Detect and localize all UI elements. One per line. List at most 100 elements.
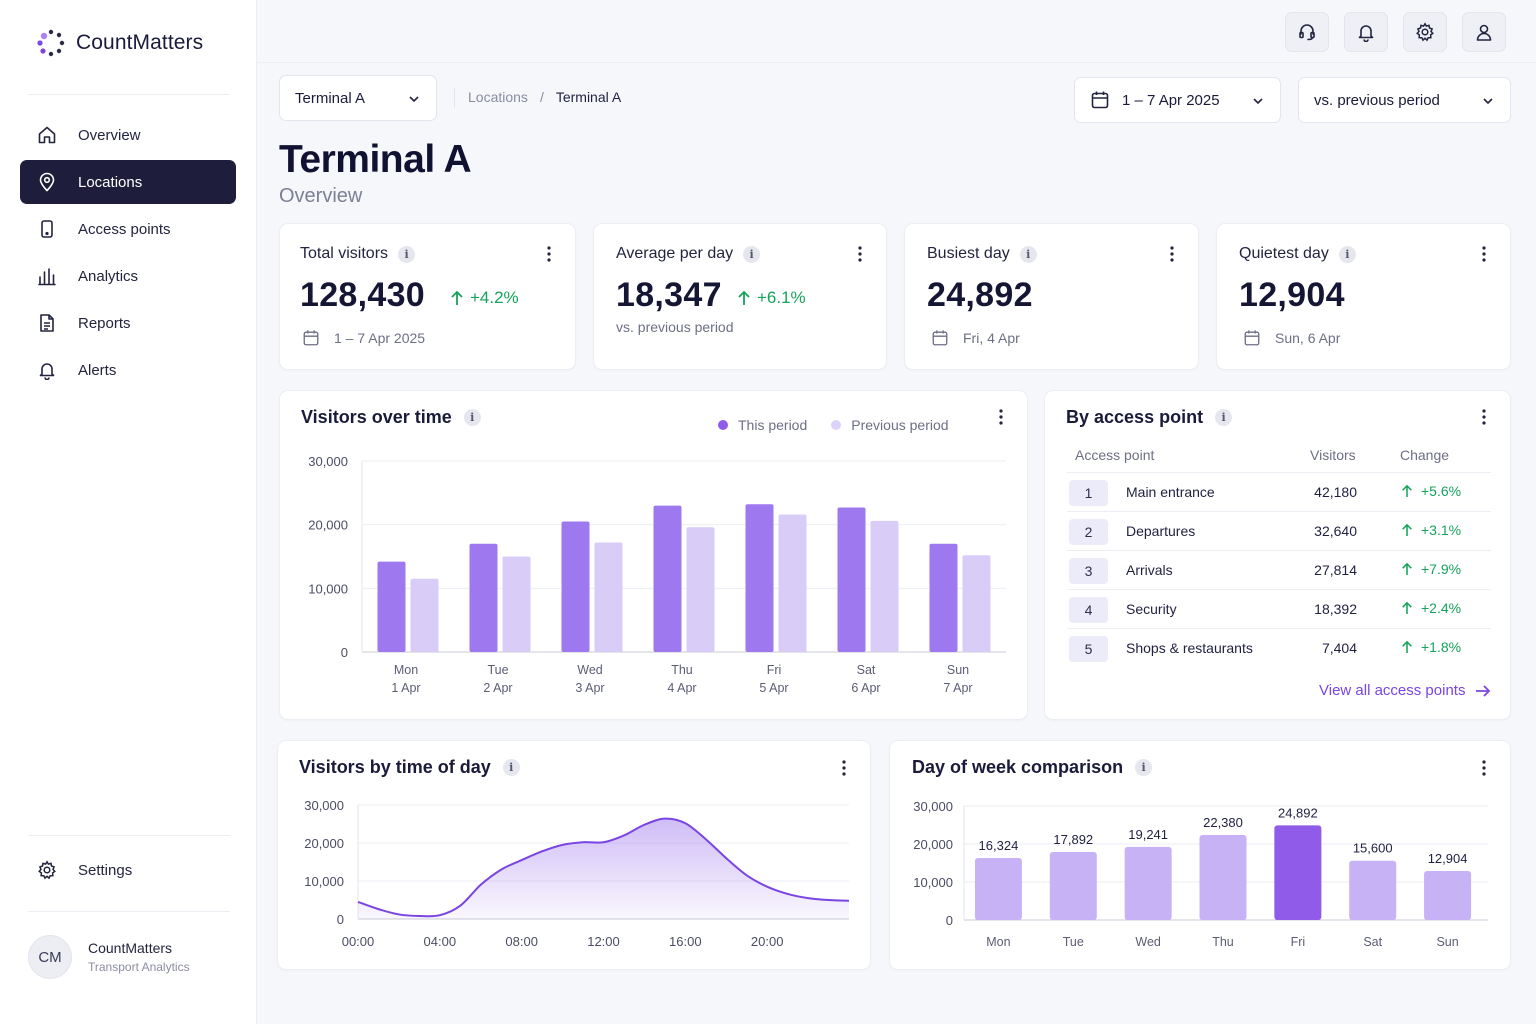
y-tick-label: 30,000: [308, 454, 348, 469]
bar: [1424, 870, 1472, 920]
sidebar-item-settings[interactable]: Settings: [20, 848, 236, 892]
x-tick-label: Sun: [1436, 935, 1458, 949]
column-header-change[interactable]: Change: [1400, 447, 1450, 463]
headset-icon: [1297, 22, 1317, 42]
info-icon[interactable]: i: [502, 759, 520, 776]
calendar-icon: [931, 329, 949, 347]
info-icon[interactable]: i: [1215, 409, 1233, 426]
chevron-down-icon: [1482, 95, 1494, 107]
access-point-change: +3.1%: [1401, 522, 1461, 538]
column-header-visitors[interactable]: Visitors: [1310, 447, 1356, 463]
table-row[interactable]: 4 Security 18,392 +2.4%: [1067, 589, 1491, 628]
chevron-down-icon: [408, 93, 420, 105]
sidebar-item-reports[interactable]: Reports: [20, 301, 236, 345]
visitors-over-time-card: Visitors over time i This period Previou…: [279, 390, 1028, 720]
more-options-button[interactable]: [539, 243, 559, 265]
date-range-select[interactable]: 1 – 7 Apr 2025: [1074, 77, 1281, 123]
x-tick-label: Fri: [1291, 935, 1306, 949]
kpi-title: Total visitors i: [300, 245, 416, 263]
date-range-value: 1 – 7 Apr 2025: [1122, 91, 1220, 109]
x-tick-label: Mon: [394, 663, 418, 677]
kpi-title: Quietest day i: [1239, 245, 1356, 263]
info-icon[interactable]: i: [398, 245, 416, 263]
bar-this-period: [745, 504, 774, 652]
info-icon[interactable]: i: [1338, 245, 1356, 263]
x-tick-label: Thu: [1212, 935, 1234, 949]
kpi-card-quietest-day: Quietest day i 12,904 Sun, 6 Apr: [1216, 223, 1511, 370]
kpi-title-text: Total visitors: [300, 245, 389, 262]
rank-badge: 3: [1069, 558, 1108, 584]
breadcrumb-separator: /: [539, 89, 544, 105]
bar-previous-period: [778, 514, 807, 652]
change-value: +1.8%: [1421, 639, 1462, 655]
view-all-access-points-link[interactable]: View all access points: [1319, 682, 1491, 699]
sidebar-item-label: Reports: [78, 314, 131, 332]
profile-button[interactable]: [1462, 12, 1506, 52]
location-select[interactable]: Terminal A: [279, 75, 437, 121]
x-tick-label: Tue: [487, 663, 508, 677]
y-tick-label: 30,000: [913, 799, 953, 814]
settings-button[interactable]: [1403, 12, 1447, 52]
table-row[interactable]: 3 Arrivals 27,814 +7.9%: [1067, 550, 1491, 589]
sidebar-item-locations[interactable]: Locations: [20, 160, 236, 204]
sidebar-item-analytics[interactable]: Analytics: [20, 254, 236, 298]
x-tick-label: 5 Apr: [759, 681, 788, 695]
location-select-value: Terminal A: [295, 89, 366, 107]
more-options-button[interactable]: [1162, 243, 1182, 265]
kpi-title-text: Quietest day: [1239, 245, 1329, 262]
avatar: CM: [28, 935, 72, 979]
arrow-right-icon: [1475, 684, 1491, 698]
calendar-icon: [1090, 90, 1110, 110]
support-button[interactable]: [1285, 12, 1329, 52]
sidebar-item-access-points[interactable]: Access points: [20, 207, 236, 251]
kebab-icon: [1170, 246, 1174, 262]
access-point-change: +7.9%: [1401, 561, 1461, 577]
kpi-foot-text: 1 – 7 Apr 2025: [334, 330, 426, 346]
access-point-visitors: 18,392: [1314, 601, 1357, 617]
change-value: +5.6%: [1421, 483, 1462, 499]
x-tick-label: 20:00: [751, 934, 784, 949]
info-icon[interactable]: i: [1135, 759, 1153, 776]
table-row[interactable]: 5 Shops & restaurants 7,404 +1.8%: [1067, 628, 1491, 667]
breadcrumb-divider: [454, 88, 455, 108]
brand[interactable]: CountMatters: [36, 28, 203, 58]
info-icon[interactable]: i: [743, 245, 761, 263]
info-icon[interactable]: i: [1019, 245, 1037, 263]
more-options-button[interactable]: [1474, 243, 1494, 265]
data-label: 22,380: [1203, 815, 1243, 830]
breadcrumb-parent[interactable]: Locations: [468, 89, 528, 105]
notifications-button[interactable]: [1344, 12, 1388, 52]
more-options-button[interactable]: [1474, 757, 1494, 779]
calendar-icon: [302, 329, 320, 347]
series-line: [357, 817, 850, 918]
more-options-button[interactable]: [834, 757, 854, 779]
table-row[interactable]: 1 Main entrance 42,180 +5.6%: [1067, 472, 1491, 511]
comparison-select[interactable]: vs. previous period: [1298, 77, 1511, 123]
data-label: 17,892: [1053, 832, 1093, 847]
table-row[interactable]: 2 Departures 32,640 +3.1%: [1067, 511, 1491, 550]
sidebar-item-label: Locations: [78, 173, 143, 191]
sidebar-divider: [28, 835, 230, 836]
access-point-name: Security: [1126, 601, 1177, 617]
more-options-button[interactable]: [1474, 406, 1494, 428]
change-value: +2.4%: [1421, 600, 1462, 616]
sidebar-item-alerts[interactable]: Alerts: [20, 348, 236, 392]
info-icon[interactable]: i: [463, 409, 481, 426]
y-tick-label: 30,000: [304, 798, 344, 813]
column-header-access-point[interactable]: Access point: [1075, 447, 1155, 463]
kpi-value: 12,904: [1239, 276, 1345, 314]
breadcrumb-current: Terminal A: [555, 89, 622, 105]
rank-badge: 1: [1069, 480, 1108, 506]
kpi-change-value: +4.2%: [470, 288, 519, 307]
card-title: By access point i: [1066, 407, 1233, 428]
access-point-name: Departures: [1126, 523, 1196, 539]
user-profile[interactable]: CM CountMatters Transport Analytics: [28, 935, 190, 979]
more-options-button[interactable]: [850, 243, 870, 265]
change-value: +3.1%: [1421, 522, 1462, 538]
arrow-up-icon: [1401, 562, 1413, 576]
sidebar-item-overview[interactable]: Overview: [20, 113, 236, 157]
kpi-foot-text: Fri, 4 Apr: [963, 330, 1020, 346]
time-of-day-chart: 30,000 20,000 10,000 0 00:00 04:00 08:00 12:00 1…: [304, 798, 850, 949]
kpi-foot: 1 – 7 Apr 2025: [302, 329, 425, 347]
more-options-button[interactable]: [991, 406, 1011, 428]
